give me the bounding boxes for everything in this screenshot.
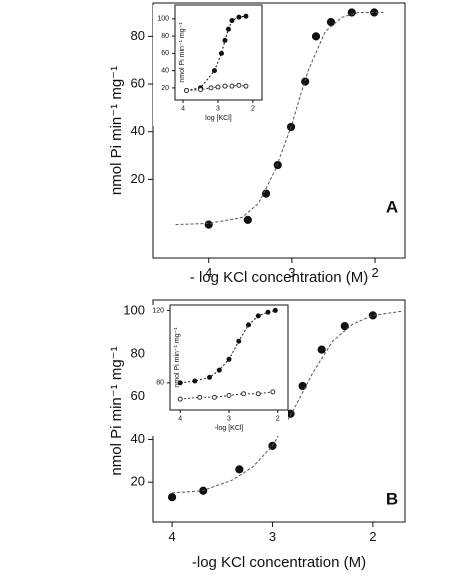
data-point [243, 13, 249, 19]
y-axis-label: nmol Pi min⁻¹ mg⁻¹ [179, 22, 186, 83]
data-point [236, 338, 242, 344]
y-tick-label: 40 [131, 123, 145, 138]
y-tick-label: 80 [156, 380, 164, 387]
x-tick-label: 3 [288, 265, 295, 280]
data-point [235, 465, 244, 474]
data-point [184, 88, 190, 93]
data-point [192, 378, 198, 384]
data-point [270, 389, 276, 395]
data-point [255, 313, 261, 319]
y-tick-label: 80 [161, 33, 169, 40]
data-point [311, 32, 321, 41]
x-tick-label: 4 [178, 415, 182, 422]
y-tick-label: 100 [157, 16, 169, 23]
data-point [226, 393, 232, 399]
x-axis-label: -log KCl concentration (M) [192, 554, 366, 571]
data-point [326, 17, 336, 27]
y-tick-label: 60 [161, 50, 169, 57]
panel: 4 3 2 20 40 60 80 100 -log KCl concentration (M)… [108, 299, 406, 571]
y-axis-label: nmol Pi min⁻¹ mg⁻¹ [174, 327, 181, 388]
data-point [206, 374, 212, 380]
x-tick-label: 3 [227, 415, 231, 422]
data-point [211, 68, 217, 74]
x-tick-label: 4 [205, 265, 212, 280]
data-point [347, 8, 356, 17]
data-point [216, 367, 222, 373]
y-tick-label: 20 [131, 171, 145, 186]
x-tick-label: 4 [181, 105, 185, 112]
y-tick-label: 80 [131, 345, 145, 360]
y-tick-label: 100 [123, 303, 145, 318]
x-tick-label: 2 [276, 415, 280, 422]
data-point [197, 394, 203, 400]
panel-label: A [386, 197, 398, 216]
data-point [208, 85, 214, 91]
data-point [198, 87, 204, 93]
x-axis-label: -log [KCl] [215, 425, 244, 432]
y-tick-label: 120 [152, 307, 164, 314]
inset-background [153, 5, 262, 126]
data-point [226, 356, 232, 362]
y-tick-label: 60 [131, 388, 145, 403]
y-tick-label: 40 [161, 67, 169, 74]
data-point [243, 215, 252, 224]
data-point [204, 220, 213, 229]
fit-line [175, 12, 384, 226]
data-point [229, 18, 235, 24]
panel: 4 3 2 20 40 60 80 - log KCl concentration (M) nm… [108, 2, 406, 286]
data-point [298, 381, 307, 391]
x-tick-label: 2 [251, 105, 255, 112]
x-tick-label: 3 [216, 105, 220, 112]
x-tick-label: 3 [269, 529, 276, 544]
x-axis-label: - log KCl concentration (M) [190, 269, 368, 286]
y-tick-label: 80 [131, 28, 145, 43]
data-point [167, 493, 177, 502]
inset: 4 3 2 20 40 60 80 100 log [KCl] nmol Pi min⁻¹ mg⁻… [157, 4, 263, 122]
data-point [272, 307, 278, 313]
y-tick-label: 60 [131, 75, 145, 90]
panel-label: B [386, 489, 398, 508]
x-tick-label: 2 [369, 529, 376, 544]
x-tick-label: 2 [371, 265, 378, 280]
data-point [236, 14, 242, 20]
data-point [222, 37, 228, 43]
data-point [177, 380, 183, 386]
y-tick-label: 20 [131, 474, 145, 489]
data-point [241, 391, 247, 397]
data-point [265, 309, 271, 315]
x-axis-label: log [KCl] [205, 115, 232, 122]
data-point [236, 82, 242, 88]
data-point [229, 83, 235, 89]
y-axis-label: nmol Pi min⁻¹ mg⁻¹ [108, 66, 125, 195]
data-point [255, 391, 261, 397]
data-point [340, 321, 349, 331]
y-tick-label: 40 [131, 431, 145, 446]
data-point [215, 84, 221, 90]
data-point [218, 50, 224, 56]
data-point [222, 83, 228, 89]
data-point [243, 83, 249, 89]
data-point [301, 77, 310, 86]
axes-frame [174, 4, 263, 101]
data-point [262, 189, 271, 198]
fit-line [172, 310, 404, 494]
y-tick-label: 20 [161, 85, 169, 92]
axes-frame [152, 2, 406, 259]
data-point [317, 345, 326, 354]
data-point [211, 394, 217, 400]
data-point [368, 311, 377, 320]
y-axis-label: nmol Pi min⁻¹ mg⁻¹ [108, 346, 125, 475]
inset: 4 3 2 80 120 -log [KCl] nmol Pi min⁻¹ mg⁻¹ [152, 304, 289, 432]
data-point [225, 26, 231, 32]
data-point [177, 396, 183, 402]
data-point [273, 160, 282, 170]
x-tick-label: 4 [168, 529, 175, 544]
data-point [246, 322, 252, 328]
